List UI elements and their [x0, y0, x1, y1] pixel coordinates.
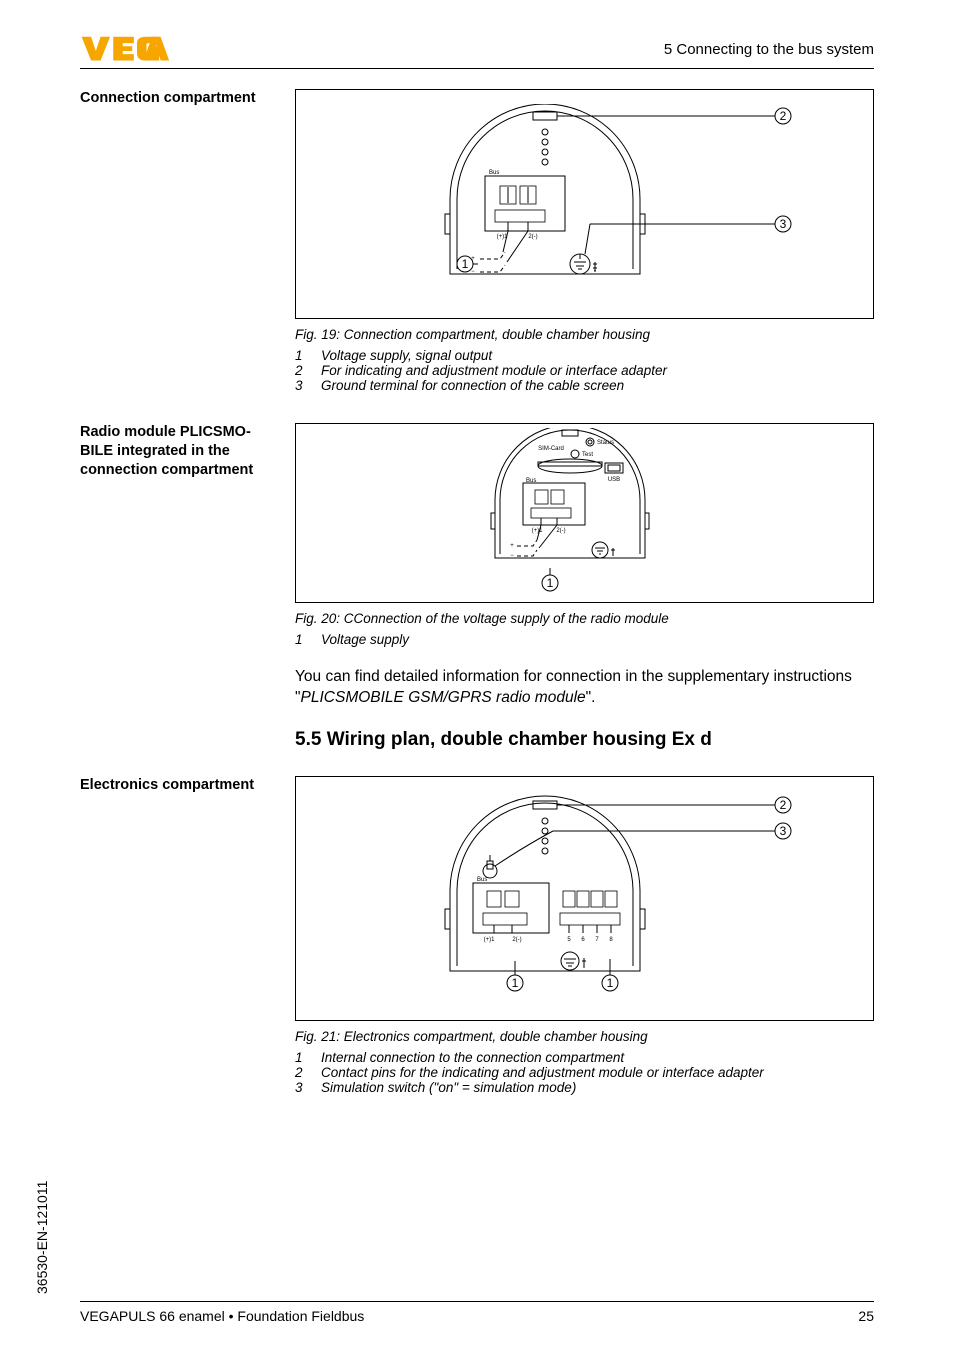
callout-2-fig21: 2	[779, 798, 786, 812]
svg-text:7: 7	[595, 937, 599, 943]
header: 5 Connecting to the bus system	[80, 35, 874, 69]
document-id: 36530-EN-121011	[34, 1181, 50, 1294]
sim-label: SIM-Card	[538, 446, 564, 452]
footer-left: VEGAPULS 66 enamel • Foundation Fieldbus	[80, 1308, 364, 1324]
figure-20-diagram: Status Test SIM-Card USB Bus	[435, 428, 735, 598]
margin-label-radio-module: Radio module PLICSMO-BILE integrated in …	[80, 423, 280, 766]
callout-1a: 1	[511, 976, 518, 990]
svg-text:(+)1: (+)1	[483, 937, 495, 943]
usb-label: USB	[607, 477, 619, 483]
section-radio-module: Radio module PLICSMO-BILE integrated in …	[80, 423, 874, 766]
bus-label-2: Bus	[526, 478, 536, 484]
terminal-block	[495, 186, 545, 231]
header-section-text: 5 Connecting to the bus system	[664, 41, 874, 58]
svg-text:−: −	[471, 269, 475, 275]
margin-label-conn-compartment: Connection compartment	[80, 89, 280, 413]
figure-19-caption: Fig. 19: Connection compartment, double …	[295, 327, 874, 342]
simulation-switch-icon	[483, 855, 497, 878]
figure-20-legend: 1Voltage supply	[295, 632, 874, 647]
margin-label-electronics: Electronics compartment	[80, 776, 280, 1100]
callout-1b: 1	[606, 976, 613, 990]
bus-label: Bus	[489, 170, 499, 176]
figure-20-box: Status Test SIM-Card USB Bus	[295, 423, 874, 603]
svg-text:8: 8	[609, 937, 613, 943]
vega-logo	[80, 35, 175, 63]
section2-body-text: You can find detailed information for co…	[295, 667, 874, 709]
figure-21-box: Bus (+)1 2(-)	[295, 776, 874, 1021]
status-label: Status	[597, 440, 614, 446]
section2-main: Status Test SIM-Card USB Bus	[295, 423, 874, 766]
figure-21-caption: Fig. 21: Electronics compartment, double…	[295, 1029, 874, 1044]
section3-main: Bus (+)1 2(-)	[295, 776, 874, 1100]
footer-page-number: 25	[858, 1308, 874, 1324]
ground-terminal-icon	[570, 254, 597, 274]
callout-1-fig20: 1	[546, 576, 553, 590]
figure-21-diagram: Bus (+)1 2(-)	[365, 791, 805, 1006]
callout-1: 1	[461, 257, 468, 271]
callout-3: 3	[779, 217, 786, 231]
svg-text:5: 5	[567, 937, 571, 943]
test-label: Test	[582, 452, 593, 458]
section1-main: Bus (+)1 2(-)	[295, 89, 874, 413]
section-electronics-compartment: Electronics compartment	[80, 776, 874, 1100]
term2: 2(-)	[556, 528, 565, 534]
figure-19-diagram: Bus (+)1 2(-)	[365, 104, 805, 304]
svg-text:6: 6	[581, 937, 585, 943]
figure-20-caption: Fig. 20: CConnection of the voltage supp…	[295, 611, 874, 626]
section-5-5-heading: 5.5 Wiring plan, double chamber housing …	[295, 729, 874, 751]
svg-text:+: +	[510, 543, 514, 549]
callout-2: 2	[779, 109, 786, 123]
bus-label-3: Bus	[477, 877, 487, 883]
footer: VEGAPULS 66 enamel • Foundation Fieldbus…	[80, 1301, 874, 1324]
svg-text:−: −	[510, 553, 514, 559]
term1: (+)1	[531, 528, 543, 534]
figure-19-box: Bus (+)1 2(-)	[295, 89, 874, 319]
svg-text:2(-): 2(-)	[512, 937, 521, 943]
figure-21-legend: 1Internal connection to the connection c…	[295, 1050, 874, 1095]
page: 5 Connecting to the bus system Connectio…	[0, 0, 954, 1354]
callout-3-fig21: 3	[779, 824, 786, 838]
terminal-2-label: 2(-)	[528, 234, 537, 240]
figure-19-legend: 1Voltage supply, signal output 2For indi…	[295, 348, 874, 393]
section-connection-compartment: Connection compartment	[80, 89, 874, 413]
